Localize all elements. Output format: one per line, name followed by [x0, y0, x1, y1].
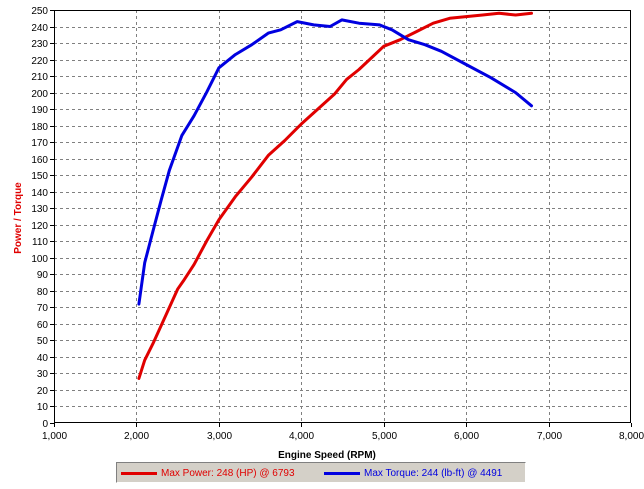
- y-tick-label: 70: [37, 303, 49, 314]
- y-tick-label: 130: [31, 204, 48, 215]
- y-axis-ticks: 0 10 20 30 40 50 60 70 80 90 100 110 120 130 140 150 160…: [31, 6, 54, 430]
- y-tick-label: 230: [31, 39, 48, 50]
- x-axis-ticks: 1,000 2,000 3,000 4,000 5,000 6,000 7,000 8,000: [42, 423, 644, 442]
- y-axis-title: Power / Torque: [13, 182, 24, 254]
- legend-item-power: Max Power: 248 (HP) @ 6793: [121, 466, 295, 480]
- y-tick-label: 0: [42, 419, 48, 430]
- y-tick-label: 10: [37, 402, 49, 413]
- y-tick-label: 150: [31, 171, 48, 182]
- y-tick-label: 90: [37, 270, 49, 281]
- legend-item-torque: Max Torque: 244 (lb-ft) @ 4491: [324, 466, 502, 480]
- y-tick-label: 100: [31, 254, 48, 265]
- gridlines: [54, 10, 631, 423]
- x-tick-label: 1,000: [42, 431, 67, 442]
- x-axis-title: Engine Speed (RPM): [278, 450, 376, 461]
- legend-label-power: Max Power: 248 (HP) @ 6793: [161, 467, 295, 479]
- y-tick-label: 200: [31, 89, 48, 100]
- y-tick-label: 190: [31, 105, 48, 116]
- series-lines: [137, 11, 533, 380]
- y-tick-label: 160: [31, 155, 48, 166]
- y-tick-label: 210: [31, 72, 48, 83]
- x-tick-label: 6,000: [454, 431, 479, 442]
- x-tick-label: 8,000: [619, 431, 644, 442]
- plot-area: [54, 10, 631, 423]
- y-tick-label: 60: [37, 320, 49, 331]
- y-tick-label: 170: [31, 138, 48, 149]
- y-tick-label: 30: [37, 369, 49, 380]
- y-tick-label: 240: [31, 23, 48, 34]
- y-tick-label: 50: [37, 336, 49, 347]
- legend-label-torque: Max Torque: 244 (lb-ft) @ 4491: [364, 467, 503, 479]
- legend-swatch-power: [121, 471, 157, 475]
- y-tick-label: 20: [37, 386, 49, 397]
- y-tick-label: 140: [31, 188, 48, 199]
- y-tick-label: 180: [31, 122, 48, 133]
- x-tick-label: 3,000: [207, 431, 232, 442]
- y-tick-label: 110: [32, 237, 48, 248]
- x-tick-label: 5,000: [372, 431, 397, 442]
- y-tick-label: 40: [37, 353, 49, 364]
- y-tick-label: 220: [31, 56, 48, 67]
- legend-swatch-torque: [324, 471, 360, 475]
- plot-frame: [54, 10, 631, 423]
- legend: Max Power: 248 (HP) @ 6793 Max Torque: 2…: [116, 462, 526, 483]
- x-tick-label: 4,000: [289, 431, 314, 442]
- y-tick-label: 120: [31, 221, 48, 232]
- y-tick-label: 80: [37, 287, 49, 298]
- power-series-line: [137, 11, 533, 380]
- x-tick-label: 2,000: [124, 431, 149, 442]
- y-tick-label: 250: [31, 6, 48, 17]
- torque-series-line: [137, 18, 533, 306]
- x-tick-label: 7,000: [537, 431, 562, 442]
